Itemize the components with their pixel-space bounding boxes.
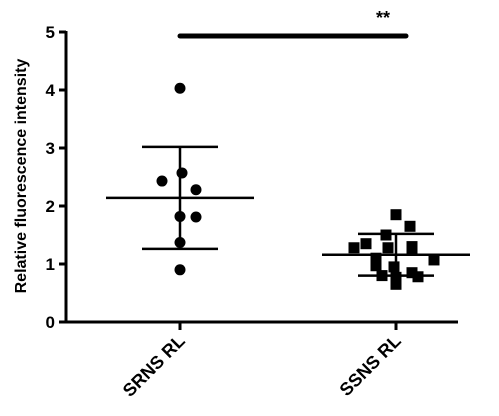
data-point-square — [388, 261, 400, 273]
data-point-square — [390, 271, 402, 283]
x-tick-label: SSNS RL — [336, 331, 405, 400]
data-point-square — [412, 271, 424, 283]
data-point-square — [360, 238, 372, 250]
data-point-circle — [176, 167, 188, 179]
data-point-square — [370, 260, 382, 272]
y-axis-label: Relative fluorescence intensity — [13, 59, 30, 294]
data-point-square — [380, 229, 392, 241]
y-tick-label: 4 — [46, 81, 56, 100]
y-tick-label: 2 — [46, 197, 55, 216]
data-point-square — [406, 242, 418, 254]
significance-stars: ** — [376, 8, 390, 28]
data-point-square — [390, 209, 402, 221]
data-point-square — [406, 267, 418, 279]
data-point-circle — [174, 264, 186, 276]
y-tick-label: 3 — [46, 139, 55, 158]
error-bars — [106, 145, 470, 277]
data-point-square — [376, 270, 388, 282]
data-point-square — [428, 254, 440, 266]
x-tick-label: SRNS RL — [119, 331, 189, 401]
data-point-square — [382, 242, 394, 254]
y-tick-label: 1 — [46, 255, 55, 274]
data-point-circle — [190, 184, 202, 196]
data-point-square — [390, 278, 402, 290]
significance-annotation: ** — [177, 8, 409, 39]
data-point-circle — [156, 175, 168, 187]
data-point-circle — [174, 210, 186, 222]
data-point-square — [370, 252, 382, 264]
data-point-circle — [190, 211, 202, 223]
data-point-square — [348, 242, 360, 254]
data-points — [156, 82, 440, 290]
y-tick-label: 0 — [46, 313, 55, 332]
data-point-square — [404, 220, 416, 232]
x-axis-ticks: SRNS RL SSNS RL — [119, 322, 405, 401]
data-point-circle — [174, 237, 186, 249]
axes — [64, 31, 458, 324]
data-point-circle — [174, 82, 186, 94]
y-tick-label: 5 — [46, 23, 55, 42]
y-axis-ticks: 0 1 2 3 4 5 — [46, 23, 66, 332]
